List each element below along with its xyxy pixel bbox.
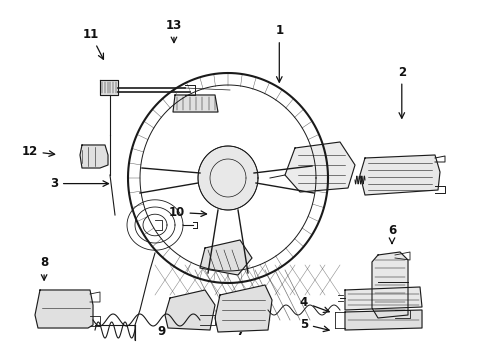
Text: 3: 3: [50, 177, 108, 190]
Text: 4: 4: [300, 296, 329, 312]
Polygon shape: [173, 95, 218, 112]
Polygon shape: [372, 252, 408, 318]
Polygon shape: [215, 285, 272, 332]
Polygon shape: [360, 155, 440, 195]
Polygon shape: [200, 240, 252, 275]
Polygon shape: [345, 310, 422, 330]
Text: 6: 6: [388, 224, 396, 243]
Polygon shape: [165, 290, 215, 330]
Polygon shape: [345, 287, 422, 310]
Text: 2: 2: [398, 66, 406, 118]
Text: 1: 1: [275, 24, 283, 82]
Text: 11: 11: [82, 28, 103, 59]
Text: 5: 5: [300, 318, 329, 332]
Text: 8: 8: [40, 256, 48, 280]
Polygon shape: [100, 80, 118, 95]
Polygon shape: [285, 142, 355, 192]
Text: 13: 13: [166, 19, 182, 42]
Text: 9: 9: [158, 316, 174, 338]
Polygon shape: [80, 145, 108, 168]
Polygon shape: [198, 146, 258, 210]
Polygon shape: [35, 290, 93, 328]
Text: 10: 10: [168, 206, 206, 219]
Text: 7: 7: [236, 314, 244, 338]
Text: 12: 12: [21, 145, 55, 158]
